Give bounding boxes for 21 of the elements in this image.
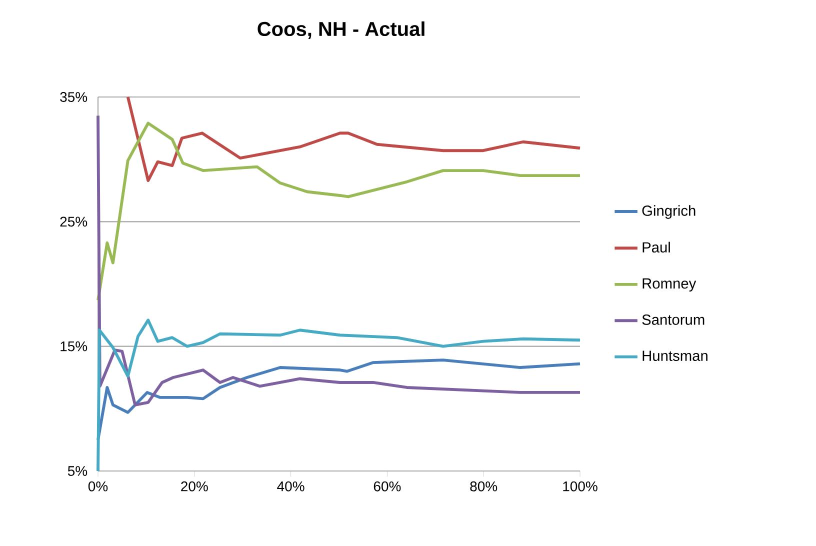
line-series (96, 318, 582, 472)
x-tick-label: 60% (374, 481, 401, 492)
x-tick-label: 40% (277, 481, 304, 492)
legend-label: Huntsman (642, 350, 708, 361)
line-series (126, 96, 582, 182)
x-tick-label: 20% (181, 481, 208, 492)
line-series (96, 122, 582, 302)
legend-label: Santorum (642, 314, 704, 325)
line-series (96, 114, 582, 406)
legend-label: Paul (642, 242, 670, 253)
y-tick-label: 25% (60, 216, 88, 227)
chart-title: Coos, NH - Actual (258, 21, 424, 39)
y-tick-label: 15% (60, 341, 88, 352)
line-series (96, 358, 582, 442)
y-tick-label: 5% (68, 466, 88, 476)
legend-label: Gingrich (642, 205, 696, 219)
y-tick-label: 35% (60, 92, 88, 102)
x-tick-label: 80% (470, 481, 498, 492)
legend-label: Romney (642, 278, 696, 292)
x-tick-label: 100% (563, 481, 598, 492)
x-tick-label: 0% (88, 481, 108, 492)
